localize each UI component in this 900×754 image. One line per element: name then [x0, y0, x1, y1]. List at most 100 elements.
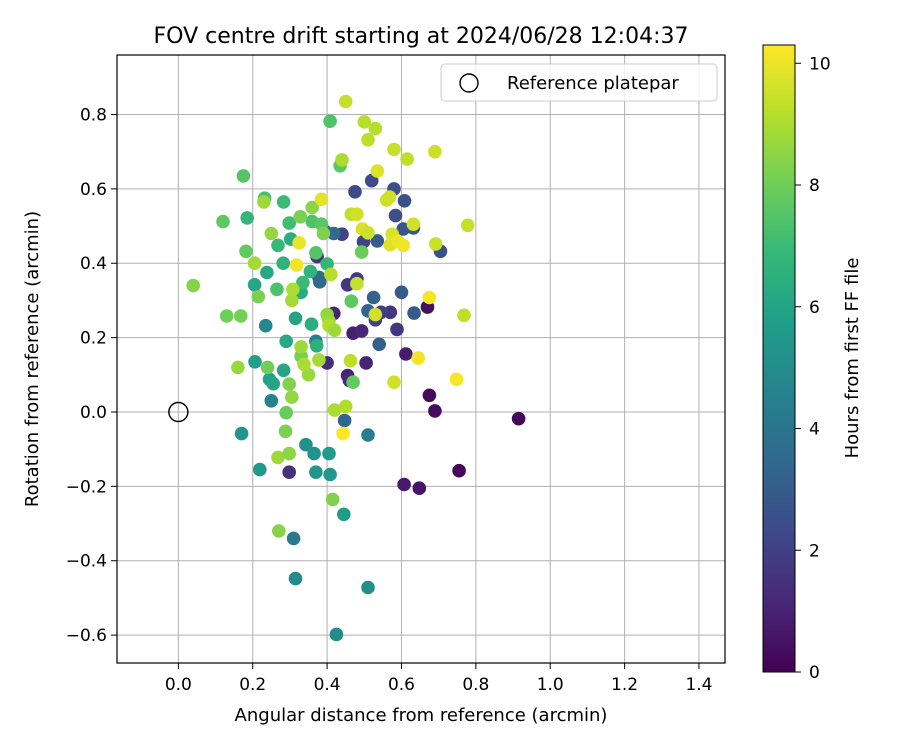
colorbar-label: Hours from first FF file: [842, 258, 863, 459]
scatter-point: [236, 169, 251, 183]
x-tick-label: 0.2: [239, 675, 266, 695]
scatter-point: [293, 210, 308, 224]
y-tick-label: −0.2: [66, 477, 107, 497]
scatter-point: [289, 258, 304, 272]
scatter-point: [240, 211, 254, 225]
legend: Reference platepar: [440, 63, 718, 102]
scatter-point: [394, 285, 409, 300]
scatter-point: [276, 195, 291, 209]
scatter-point: [387, 142, 401, 157]
x-tick-label: 0.6: [388, 675, 415, 695]
scatter-point: [338, 399, 353, 414]
scatter-point: [357, 115, 372, 129]
scatter-point: [460, 218, 475, 233]
scatter-point: [337, 413, 352, 428]
scatter-point: [388, 208, 403, 223]
scatter-point: [428, 237, 443, 251]
scatter-point: [361, 428, 375, 442]
scatter-point: [252, 462, 267, 477]
colorbar-tick-label: 4: [809, 420, 820, 440]
x-tick-label: 1.2: [611, 675, 638, 695]
scatter-point: [257, 195, 271, 209]
scatter-point: [396, 222, 411, 236]
scatter-point: [325, 492, 340, 507]
y-tick-label: 0.0: [80, 403, 107, 423]
scatter-point: [397, 194, 412, 208]
scatter-point: [239, 244, 253, 259]
scatter-point: [397, 477, 411, 492]
y-tick-label: −0.6: [66, 626, 107, 646]
scatter-point: [411, 351, 426, 365]
scatter-point: [292, 236, 307, 250]
colorbar-tick-label: 6: [809, 298, 820, 318]
scatter-point: [296, 275, 310, 290]
scatter-point: [382, 190, 397, 204]
scatter-point: [216, 214, 230, 229]
scatter-point: [186, 278, 200, 293]
colorbar-tick-label: 2: [809, 541, 820, 561]
scatter-point: [286, 531, 301, 546]
scatter-point: [422, 388, 437, 403]
scatter-point: [251, 289, 266, 304]
scatter-point: [279, 334, 294, 349]
scatter-point: [248, 355, 262, 369]
scatter-point: [324, 267, 338, 282]
scatter-point: [309, 465, 323, 480]
plot-frame: [116, 54, 726, 664]
scatter-point: [350, 276, 364, 291]
scatter-point: [271, 450, 285, 465]
y-axis-label: Rotation from reference (arcmin): [22, 211, 43, 507]
scatter-point: [231, 360, 245, 375]
colorbar-tick-label: 8: [809, 176, 820, 196]
scatter-point: [412, 481, 427, 496]
scatter-point: [335, 153, 349, 167]
scatter-point: [366, 290, 381, 305]
scatter-point: [288, 311, 303, 326]
scatter-point: [260, 265, 274, 280]
scatter-point: [370, 164, 385, 178]
scatter-point: [396, 238, 411, 253]
scatter-point: [260, 360, 275, 375]
scatter-point: [272, 524, 286, 538]
legend-label: Reference platepar: [507, 73, 679, 94]
scatter-point: [234, 309, 248, 323]
scatter-point: [361, 133, 375, 147]
scatter-point: [312, 275, 327, 289]
scatter-point: [323, 467, 337, 482]
scatter-point: [271, 238, 285, 253]
scatter-point: [247, 256, 262, 271]
scatter-point: [452, 463, 466, 478]
scatter-point: [370, 234, 385, 248]
y-tick-label: 0.6: [80, 180, 107, 200]
scatter-point: [320, 257, 334, 271]
x-tick-label: 1.4: [685, 675, 712, 695]
scatter-point: [282, 377, 297, 391]
scatter-point: [301, 368, 316, 382]
y-tick-label: 0.4: [80, 254, 107, 274]
scatter-point: [303, 264, 318, 279]
colorbar-tick-label: 0: [809, 663, 820, 683]
scatter-point: [348, 185, 362, 199]
scatter-point: [276, 256, 291, 271]
scatter-point: [288, 571, 303, 586]
scatter-point: [286, 282, 300, 297]
scatter-point: [399, 347, 413, 361]
scatter-point: [314, 192, 329, 207]
colorbar-ticks: 0 2 4 6 8 10: [795, 54, 831, 683]
colorbar-gradient: [762, 44, 796, 673]
scatter-point: [346, 375, 360, 390]
colorbar: 0 2 4 6 8 10 Hours from first FF file: [762, 44, 863, 683]
y-tick-label: −0.4: [66, 552, 107, 572]
scatter-point: [449, 372, 464, 387]
scatter-point: [336, 426, 350, 441]
scatter-point: [359, 356, 373, 370]
scatter-point: [276, 363, 291, 378]
scatter-point: [282, 446, 297, 461]
scatter-point: [428, 144, 442, 159]
scatter-point: [264, 226, 279, 241]
scatter-point: [309, 246, 323, 260]
scatter-point: [316, 226, 331, 241]
scatter-point: [327, 323, 342, 338]
